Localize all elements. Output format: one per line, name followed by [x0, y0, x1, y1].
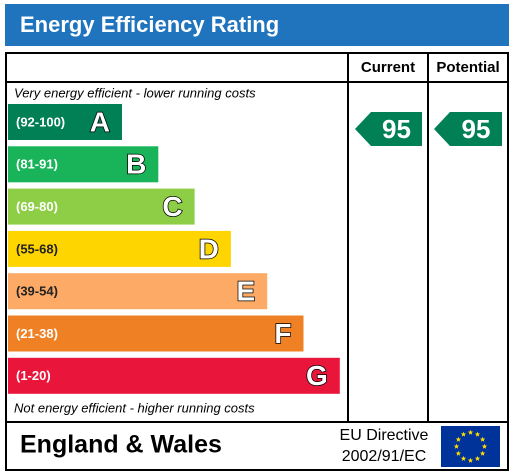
top-note: Very energy efficient - lower running co…	[14, 85, 256, 100]
current-value: 95	[382, 114, 411, 144]
band-bar	[8, 146, 159, 183]
band-bar	[8, 230, 231, 267]
title: Energy Efficiency Rating	[20, 12, 279, 37]
band-bar	[8, 357, 340, 394]
band-letter: C	[162, 191, 182, 222]
footer-frame	[5, 421, 509, 471]
current-arrow	[355, 112, 422, 146]
eu-stars	[453, 429, 488, 463]
region: England & Wales	[20, 431, 222, 459]
directive: 2002/91/EC	[342, 448, 427, 465]
column-header: Potential	[436, 59, 499, 76]
directive: EU Directive	[340, 427, 429, 444]
eu-star	[481, 443, 488, 449]
band-letter: B	[126, 149, 146, 180]
band-letter: A	[90, 106, 110, 137]
eu-star	[479, 436, 486, 442]
eu-star	[455, 436, 462, 442]
band-range: (21-38)	[16, 326, 58, 341]
band-bar	[8, 104, 122, 140]
band-letter: D	[199, 233, 219, 264]
band-range: (69-80)	[16, 199, 58, 214]
eu-star	[479, 450, 486, 456]
eu-star	[460, 455, 467, 461]
band-range: (39-54)	[16, 284, 58, 299]
potential-value: 95	[462, 114, 491, 144]
band-letter: G	[306, 360, 328, 391]
eu-star	[453, 443, 460, 449]
band-bar	[8, 315, 304, 352]
band-bar	[8, 273, 268, 310]
band-range: (81-91)	[16, 157, 58, 172]
band-range: (92-100)	[16, 114, 65, 129]
eu-star	[467, 457, 474, 463]
bottom-note: Not energy efficient - higher running co…	[14, 400, 255, 415]
band-letter: E	[237, 276, 256, 307]
eu-star	[467, 429, 474, 435]
eu-star	[474, 431, 481, 437]
eu-star	[455, 450, 462, 456]
eu-star	[474, 455, 481, 461]
potential-arrow	[434, 112, 502, 146]
title-bar	[5, 4, 509, 46]
eu-star	[460, 431, 467, 437]
band-bar	[8, 188, 195, 225]
band-range: (1-20)	[16, 368, 51, 383]
band-letter: F	[274, 318, 291, 349]
column-header: Current	[361, 59, 415, 76]
band-range: (55-68)	[16, 241, 58, 256]
